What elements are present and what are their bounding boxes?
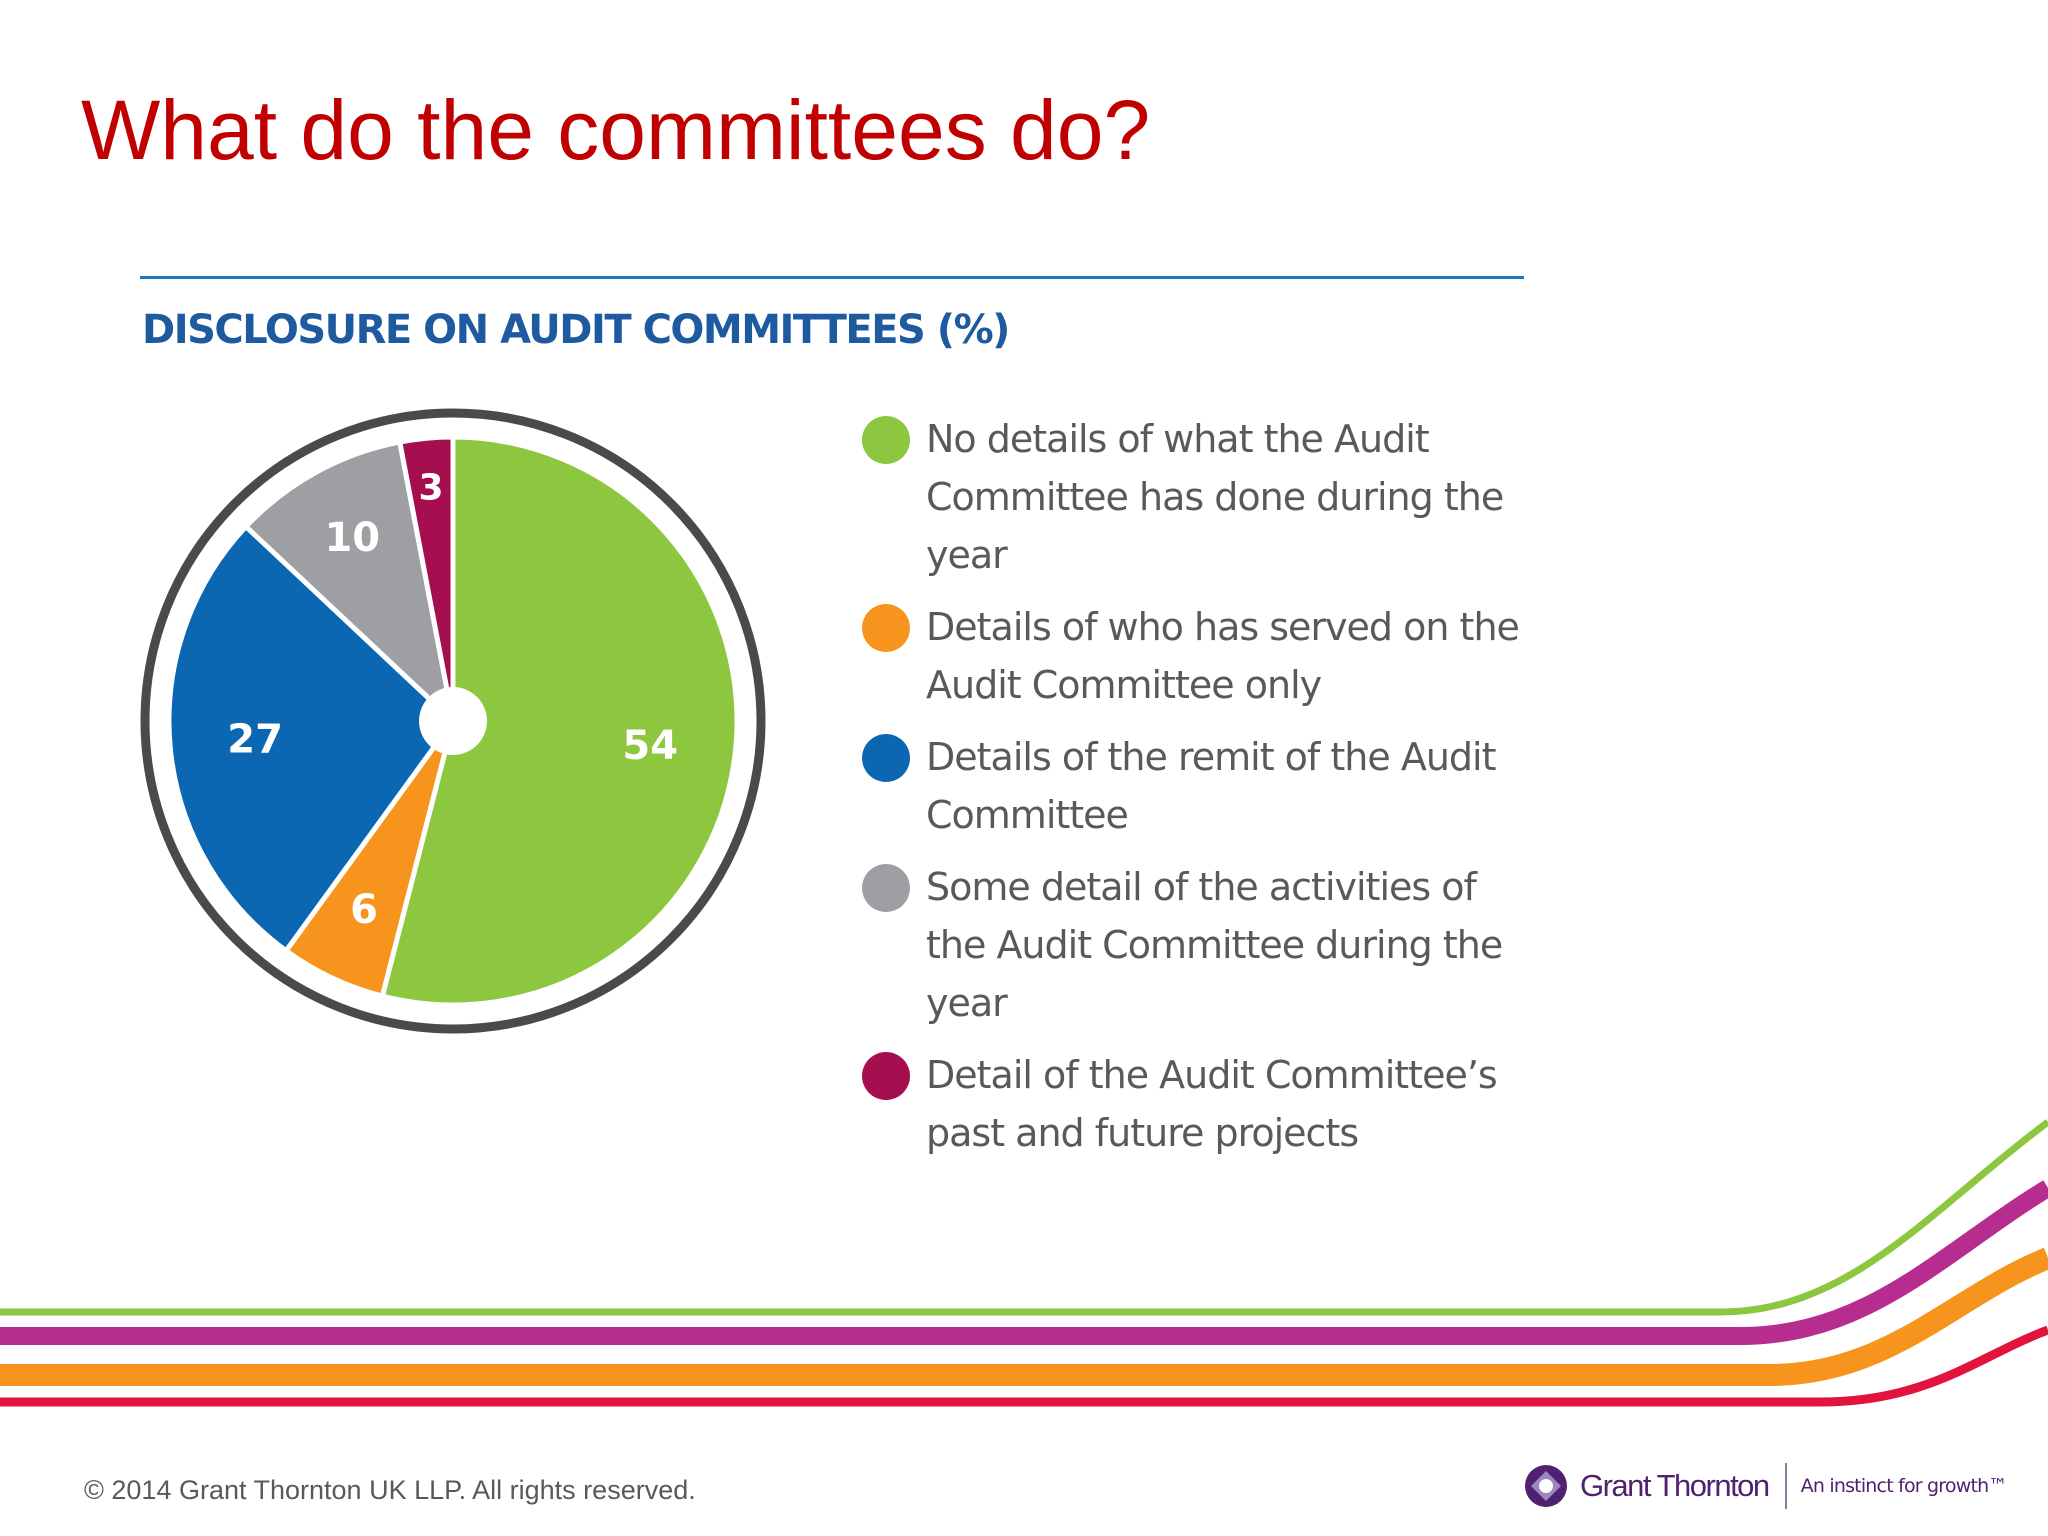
pie-slice-0 bbox=[379, 434, 740, 1008]
pie-center-hole bbox=[419, 687, 487, 755]
legend-label: Details of the remit of the Audit Commit… bbox=[926, 735, 1497, 837]
pie-value-label-3: 10 bbox=[324, 515, 380, 561]
chart-panel: DISCLOSURE ON AUDIT COMMITTEES (%) 54 6 27… bbox=[140, 270, 1524, 1155]
legend-item: Details of who has served on the Audit C… bbox=[862, 598, 1526, 714]
logo-name: Grant Thornton bbox=[1580, 1468, 1770, 1503]
stripe-green bbox=[0, 1119, 2048, 1316]
logo-mark-icon bbox=[1525, 1465, 1567, 1507]
legend-label: No details of what the Audit Committee h… bbox=[926, 417, 1504, 577]
pie-value-label-4: 3 bbox=[418, 468, 443, 509]
pie-value-label-0: 54 bbox=[622, 723, 678, 769]
legend-label: Detail of the Audit Committee’s past and… bbox=[926, 1053, 1498, 1155]
slide-title: What do the committees do? bbox=[81, 83, 1151, 177]
legend-swatch bbox=[862, 1052, 910, 1100]
legend-item: Details of the remit of the Audit Commit… bbox=[862, 728, 1526, 844]
pie-slice-3 bbox=[243, 439, 456, 724]
legend-swatch bbox=[862, 864, 910, 912]
pie-value-label-1: 6 bbox=[350, 887, 378, 933]
legend-item: Detail of the Audit Committee’s past and… bbox=[862, 1046, 1526, 1162]
legend-swatch bbox=[862, 416, 910, 464]
decorative-stripes bbox=[0, 1119, 2048, 1407]
logo-separator bbox=[1784, 1463, 1787, 1509]
chart-title: DISCLOSURE ON AUDIT COMMITTEES (%) bbox=[142, 307, 1010, 353]
legend-swatch bbox=[862, 734, 910, 782]
pie-slice-4 bbox=[397, 434, 456, 724]
stripe-orange bbox=[0, 1247, 2048, 1386]
stripe-purple bbox=[0, 1180, 2048, 1345]
grant-thornton-logo: Grant Thornton An instinct for growth™ bbox=[1522, 1462, 2007, 1510]
footer-copyright: © 2014 Grant Thornton UK LLP. All rights… bbox=[84, 1475, 696, 1505]
legend-item: Some detail of the activities of the Aud… bbox=[862, 858, 1526, 1032]
legend-label: Some detail of the activities of the Aud… bbox=[926, 865, 1503, 1025]
chart-legend: No details of what the Audit Committee h… bbox=[862, 410, 1526, 1176]
legend-swatch bbox=[862, 604, 910, 652]
pie-chart: 54 6 27 10 3 bbox=[140, 408, 766, 1034]
pie-value-label-2: 27 bbox=[227, 717, 283, 763]
legend-item: No details of what the Audit Committee h… bbox=[862, 410, 1526, 584]
legend-label: Details of who has served on the Audit C… bbox=[926, 605, 1520, 707]
chart-top-rule bbox=[140, 276, 1524, 279]
logo-tagline: An instinct for growth™ bbox=[1800, 1475, 2008, 1497]
pie-slice-2 bbox=[166, 524, 456, 954]
stripe-red bbox=[0, 1325, 2048, 1407]
